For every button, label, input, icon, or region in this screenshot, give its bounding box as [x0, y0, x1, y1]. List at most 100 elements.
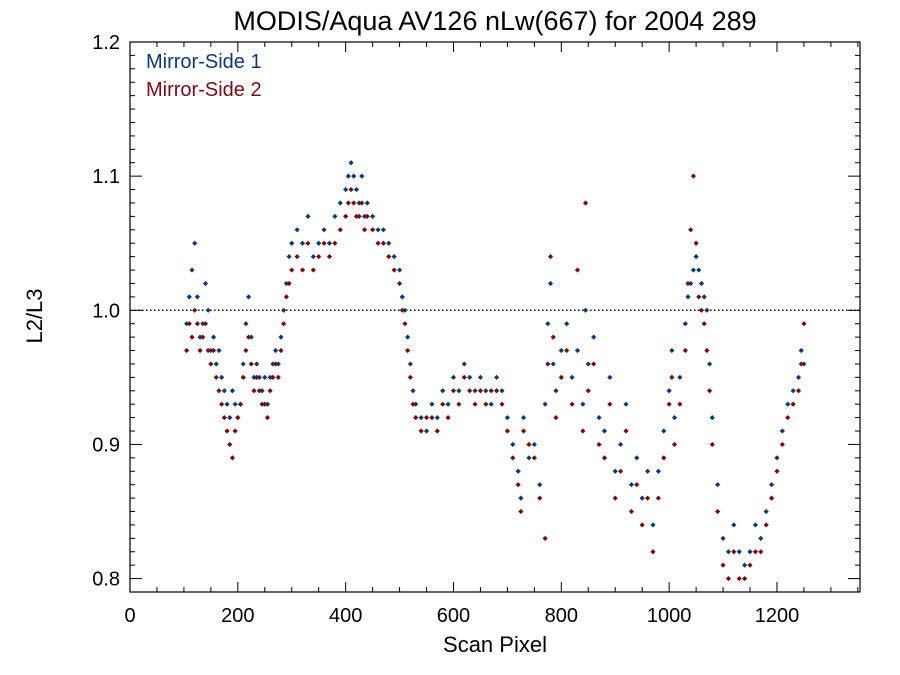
data-point-mirror-side-2: [359, 200, 365, 206]
data-point-mirror-side-2: [553, 415, 559, 421]
data-point-mirror-side-2: [275, 374, 281, 380]
data-point-mirror-side-2: [197, 347, 203, 354]
data-point-mirror-side-1: [582, 307, 589, 313]
data-point-mirror-side-1: [472, 388, 478, 394]
data-point-mirror-side-1: [402, 307, 408, 313]
data-point-mirror-side-1: [286, 254, 292, 260]
data-point-mirror-side-1: [243, 321, 249, 327]
data-point-mirror-side-1: [202, 280, 209, 287]
data-point-mirror-side-1: [221, 388, 227, 394]
data-point-mirror-side-2: [725, 575, 732, 582]
data-point-mirror-side-2: [386, 254, 392, 260]
data-point-mirror-side-2: [413, 415, 419, 421]
data-point-mirror-side-2: [229, 455, 236, 461]
data-point-mirror-side-1: [467, 374, 473, 380]
data-point-mirror-side-2: [423, 415, 430, 421]
data-point-mirror-side-1: [254, 361, 260, 367]
data-point-mirror-side-1: [618, 441, 624, 448]
data-point-mirror-side-1: [264, 401, 271, 407]
data-point-mirror-side-2: [232, 428, 238, 434]
data-point-mirror-side-1: [267, 374, 273, 380]
data-point-mirror-side-1: [661, 428, 667, 434]
data-point-mirror-side-2: [747, 562, 753, 568]
data-point-mirror-side-1: [685, 294, 691, 300]
data-point-mirror-side-2: [243, 347, 249, 354]
data-point-mirror-side-2: [326, 254, 333, 260]
data-point-mirror-side-2: [270, 374, 276, 380]
data-point-mirror-side-2: [418, 428, 424, 434]
data-point-mirror-side-1: [192, 240, 198, 246]
data-point-mirror-side-2: [237, 401, 244, 407]
data-point-mirror-side-1: [423, 428, 430, 434]
data-point-mirror-side-1: [275, 361, 281, 367]
data-point-mirror-side-1: [488, 401, 494, 407]
data-point-mirror-side-1: [213, 361, 219, 367]
data-point-mirror-side-2: [353, 213, 360, 219]
data-point-mirror-side-1: [574, 347, 581, 354]
data-point-mirror-side-2: [774, 468, 780, 474]
data-point-mirror-side-1: [774, 455, 780, 461]
data-point-mirror-side-1: [359, 173, 365, 179]
data-point-mirror-side-2: [264, 415, 271, 421]
data-point-mirror-side-1: [321, 227, 327, 233]
data-point-mirror-side-1: [272, 347, 279, 354]
data-point-mirror-side-2: [742, 575, 748, 582]
data-point-mirror-side-2: [248, 361, 254, 367]
data-point-mirror-side-1: [353, 186, 360, 193]
data-point-mirror-side-1: [715, 482, 721, 488]
data-point-mirror-side-2: [596, 441, 602, 448]
data-point-mirror-side-1: [380, 227, 386, 233]
x-tick-label: 1000: [647, 605, 692, 627]
data-point-mirror-side-1: [429, 401, 435, 407]
plot-frame: [129, 41, 861, 593]
data-point-mirror-side-2: [294, 254, 300, 260]
data-point-mirror-side-2: [256, 388, 262, 394]
data-point-mirror-side-1: [520, 415, 527, 421]
data-point-mirror-side-2: [208, 361, 214, 367]
data-point-mirror-side-2: [289, 267, 295, 273]
data-point-mirror-side-2: [706, 388, 713, 394]
plot-border: [129, 41, 861, 593]
data-point-mirror-side-2: [569, 401, 575, 407]
data-point-mirror-side-1: [515, 468, 521, 474]
data-point-mirror-side-1: [418, 415, 424, 421]
data-point-mirror-side-2: [677, 401, 683, 407]
data-point-mirror-side-1: [316, 240, 322, 246]
data-point-mirror-side-1: [356, 200, 362, 206]
data-point-mirror-side-2: [688, 227, 694, 233]
data-point-mirror-side-2: [518, 508, 524, 515]
data-point-mirror-side-2: [542, 535, 548, 541]
data-point-mirror-side-2: [690, 173, 697, 179]
data-point-mirror-side-1: [391, 254, 397, 260]
data-point-mirror-side-2: [758, 549, 764, 555]
y-tick-label: 1.0: [92, 300, 120, 322]
data-point-mirror-side-2: [618, 468, 624, 474]
data-point-mirror-side-2: [337, 227, 343, 233]
data-point-mirror-side-1: [747, 549, 753, 555]
data-point-mirror-side-1: [677, 374, 683, 380]
data-point-mirror-side-2: [685, 280, 691, 287]
data-point-mirror-side-2: [545, 361, 551, 367]
data-point-mirror-side-2: [798, 361, 804, 367]
data-point-mirror-side-1: [364, 200, 370, 206]
y-tick-label: 1.2: [92, 32, 120, 54]
data-point-mirror-side-2: [391, 267, 397, 273]
data-point-mirror-side-1: [731, 522, 737, 528]
legend-entry-mirror-side-1: Mirror-Side 1: [146, 51, 262, 73]
data-point-mirror-side-2: [364, 213, 370, 219]
x-tick-label: 1200: [755, 605, 800, 627]
data-point-mirror-side-2: [515, 482, 521, 488]
data-point-mirror-side-2: [628, 508, 635, 515]
data-point-mirror-side-1: [607, 374, 613, 380]
data-point-mirror-side-2: [612, 495, 618, 501]
data-point-mirror-side-1: [639, 495, 645, 501]
data-point-mirror-side-2: [499, 401, 505, 407]
chart-title: MODIS/Aqua AV126 nLw(667) for 2004 289: [233, 6, 756, 36]
data-point-mirror-side-1: [518, 495, 524, 501]
data-point-mirror-side-1: [698, 280, 705, 287]
data-point-mirror-side-1: [259, 388, 265, 394]
data-point-mirror-side-2: [574, 267, 581, 273]
data-point-mirror-side-2: [456, 401, 462, 407]
data-point-mirror-side-2: [227, 441, 233, 448]
data-point-mirror-side-2: [356, 213, 362, 219]
